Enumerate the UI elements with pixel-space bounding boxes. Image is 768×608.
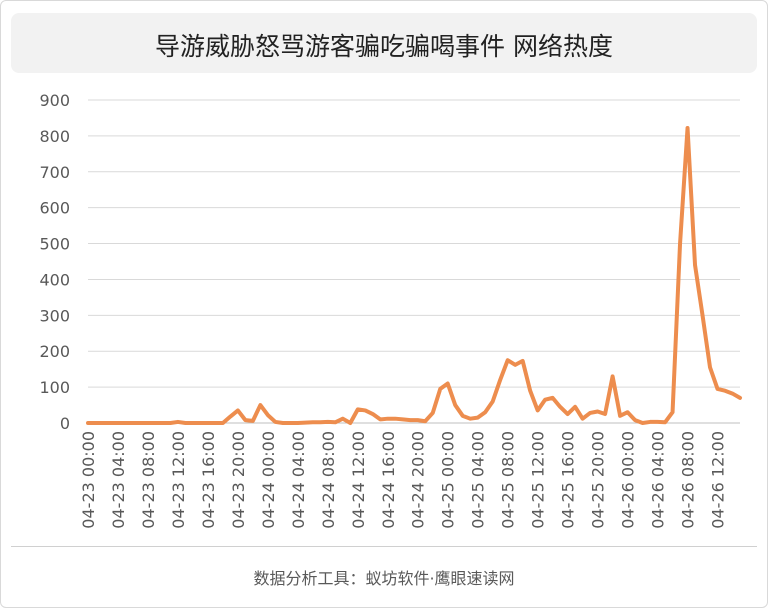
y-tick-label: 900 [39,91,70,110]
x-tick-label: 04-26 04:00 [649,431,668,529]
series-line [86,125,742,425]
y-tick-label: 100 [39,378,70,397]
x-tick-label: 04-23 04:00 [109,431,128,529]
x-tick-label: 04-24 20:00 [409,431,428,529]
y-tick-label: 200 [39,342,70,361]
chart-source: 数据分析工具：蚁坊软件·鹰眼速读网 [253,569,515,588]
x-tick-label: 04-25 20:00 [589,431,608,529]
x-tick-label: 04-23 12:00 [169,431,188,529]
x-tick-label: 04-25 16:00 [559,431,578,529]
y-tick-label: 400 [39,270,70,289]
title-box: 导游威胁怒骂游客骗吃骗喝事件 网络热度 [11,13,757,73]
x-tick-label: 04-25 12:00 [529,431,548,529]
y-tick-label: 600 [39,199,70,218]
y-tick-label: 800 [39,127,70,146]
x-tick-label: 04-24 16:00 [379,431,398,529]
x-tick-label: 04-24 12:00 [349,431,368,529]
x-tick-label: 04-24 08:00 [319,431,338,529]
y-tick-label: 0 [60,414,70,433]
x-tick-label: 04-23 08:00 [139,431,158,529]
x-tick-label: 04-26 00:00 [619,431,638,529]
x-tick-label: 04-24 00:00 [259,431,278,529]
x-tick-label: 04-25 08:00 [499,431,518,529]
y-tick-label: 500 [39,235,70,254]
x-tick-label: 04-25 04:00 [469,431,488,529]
footer-divider [11,546,757,547]
chart-title: 导游威胁怒骂游客骗吃骗喝事件 网络热度 [155,32,613,61]
x-tick-label: 04-23 16:00 [199,431,218,529]
x-tick-label: 04-24 04:00 [289,431,308,529]
x-tick-label: 04-23 20:00 [229,431,248,529]
x-tick-label: 04-23 00:00 [79,431,98,529]
y-tick-label: 700 [39,163,70,182]
y-tick-label: 300 [39,306,70,325]
x-tick-label: 04-26 08:00 [679,431,698,529]
x-tick-label: 04-25 00:00 [439,431,458,529]
x-tick-label: 04-26 12:00 [709,431,728,529]
